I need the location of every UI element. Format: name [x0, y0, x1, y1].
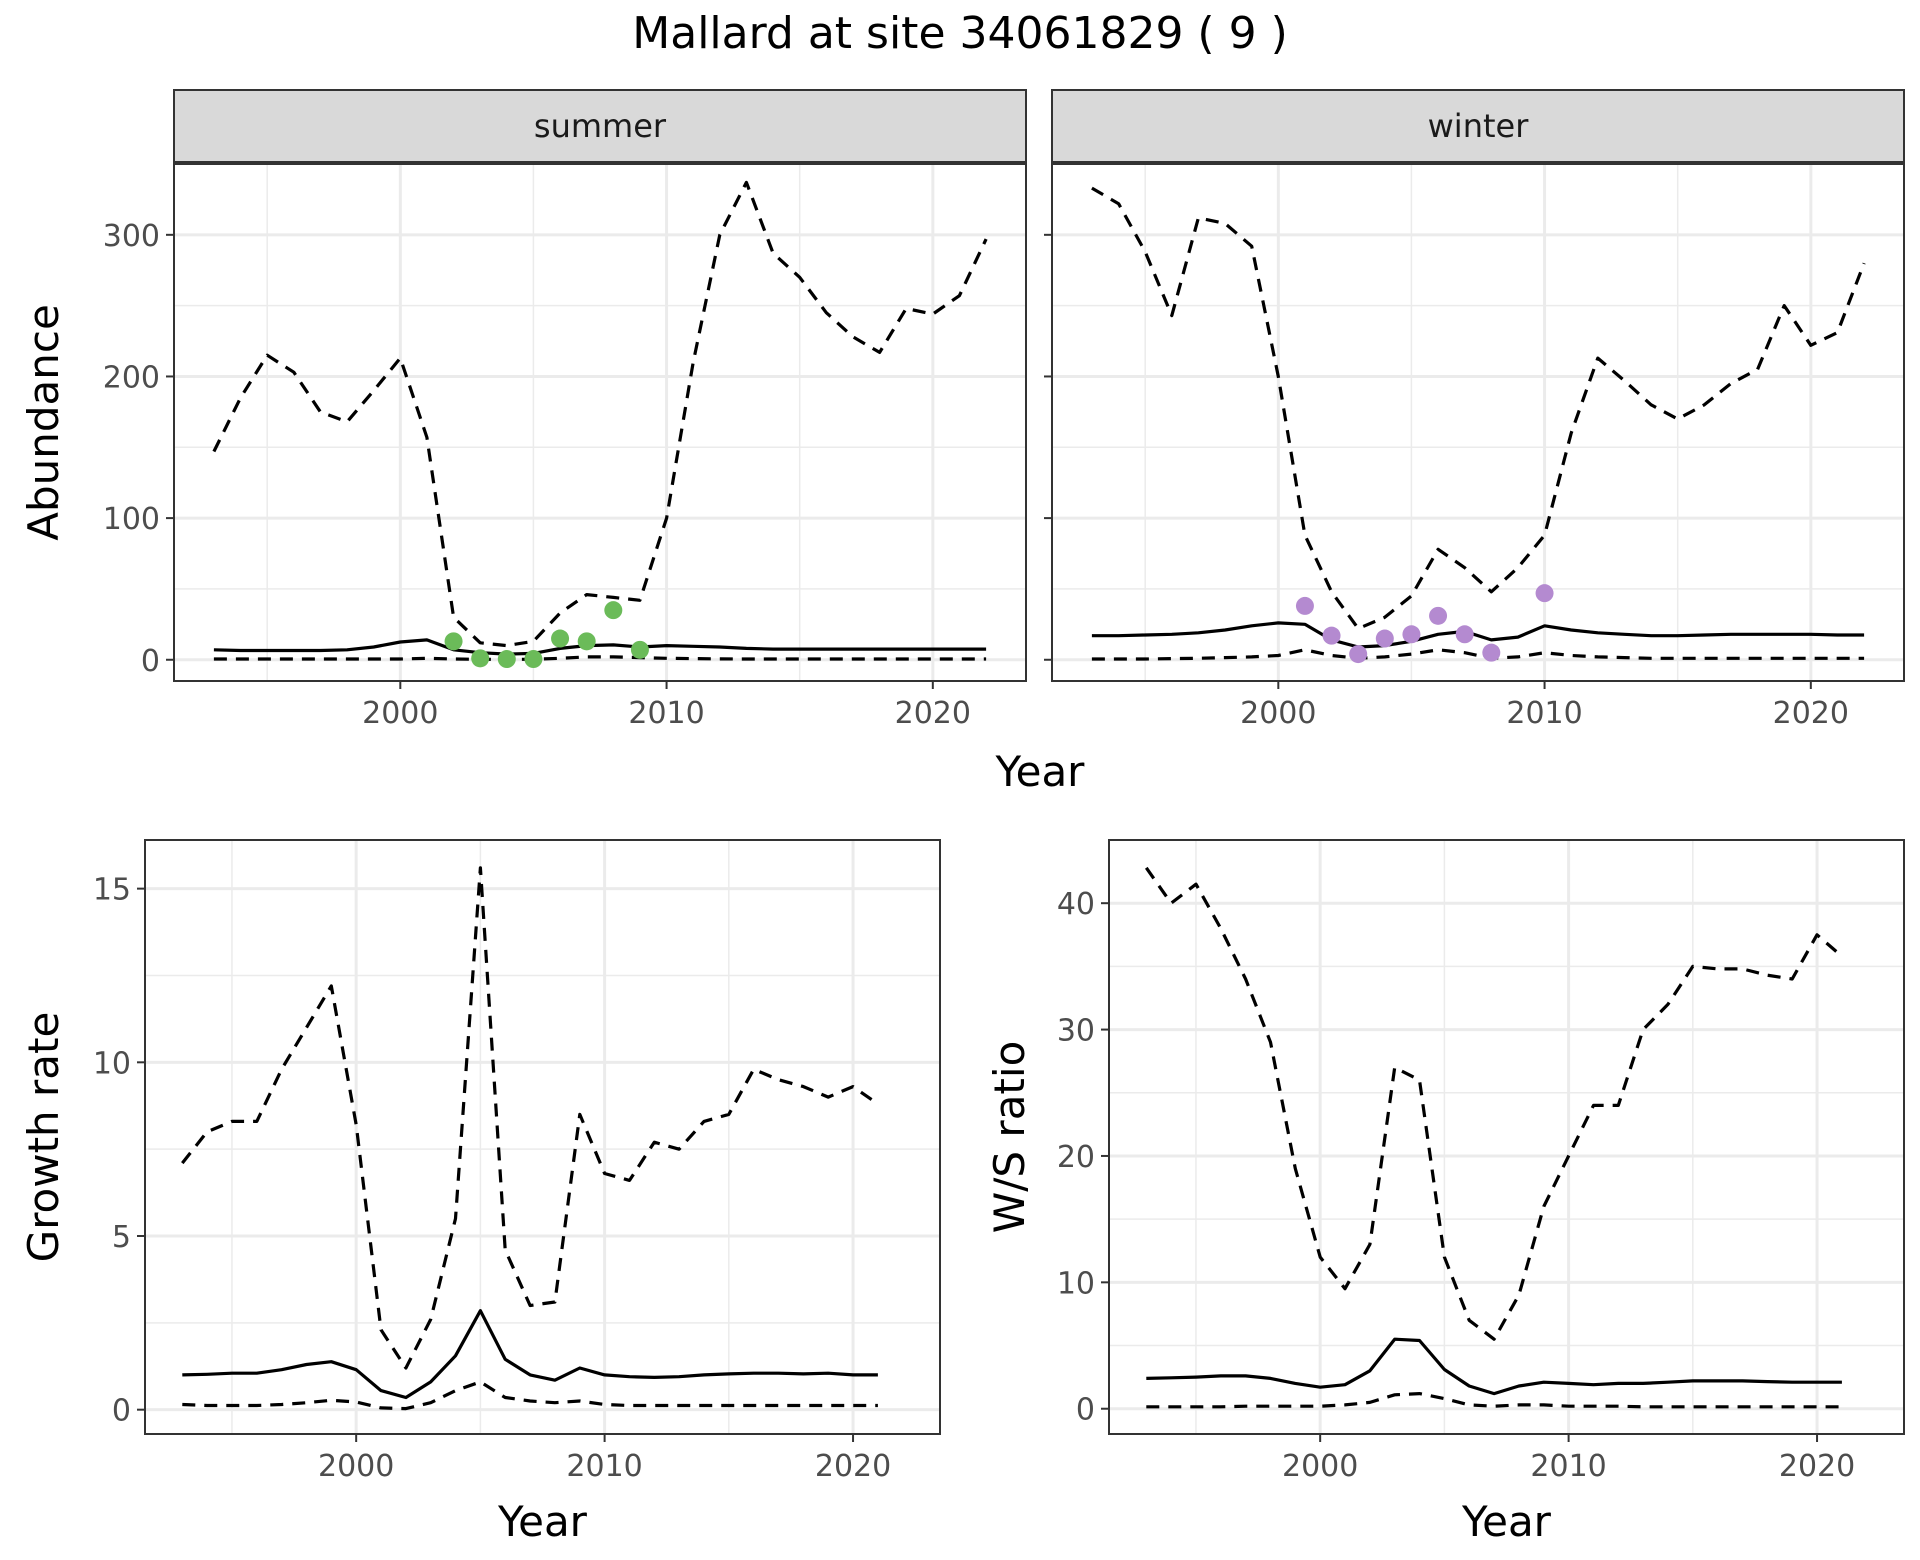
x-axis-title: Year — [497, 1497, 588, 1546]
data-point — [1349, 645, 1368, 664]
data-point — [577, 632, 596, 651]
x-tick-label: 2000 — [1240, 696, 1316, 731]
x-tick-label: 2000 — [1282, 1449, 1358, 1484]
y-tick-label: 15 — [93, 873, 131, 908]
y-tick-label: 100 — [103, 502, 160, 537]
y-axis-title: Growth rate — [19, 1012, 68, 1263]
data-point — [1482, 643, 1501, 662]
dashed-series-line-1 — [1091, 186, 1866, 631]
top-x-axis-title: Year — [995, 747, 1086, 796]
solid-series-line-0 — [182, 1309, 878, 1400]
y-tick-label: 0 — [112, 1394, 131, 1429]
data-point — [551, 629, 570, 648]
x-tick-label: 2000 — [318, 1449, 394, 1484]
figure-title: Mallard at site 34061829 ( 9 ) — [632, 8, 1287, 59]
solid-series-line-0 — [213, 638, 987, 656]
panel-background — [174, 164, 1026, 681]
panel-background — [1109, 840, 1904, 1434]
y-tick-label: 30 — [1057, 1014, 1095, 1049]
solid-series-line-0 — [1091, 621, 1865, 649]
dashed-series-line-2 — [1091, 648, 1865, 661]
dashed-series-line-1 — [181, 866, 879, 1370]
data-point — [1402, 625, 1421, 644]
y-tick-label: 20 — [1057, 1140, 1095, 1175]
facet-strip — [1051, 89, 1905, 163]
y-tick-label: 10 — [93, 1046, 131, 1081]
data-point — [604, 601, 623, 620]
data-point — [1455, 625, 1474, 644]
facet-strip-label: winter — [1428, 107, 1530, 145]
y-tick-label: 40 — [1057, 887, 1095, 922]
x-tick-label: 2010 — [1530, 1449, 1606, 1484]
y-tick-label: 0 — [1076, 1393, 1095, 1428]
data-point — [1295, 596, 1314, 615]
y-tick-label: 5 — [112, 1220, 131, 1255]
x-tick-label: 2020 — [1773, 696, 1849, 731]
x-tick-label: 2010 — [566, 1449, 642, 1484]
dashed-series-line-1 — [1144, 866, 1843, 1341]
x-tick-label: 2000 — [362, 696, 438, 731]
panel-growth: 2000 2010 2020 0 5 10 15 Growth rate Year — [19, 839, 941, 1546]
data-point — [1322, 626, 1341, 645]
data-point — [471, 649, 490, 668]
panel-border — [173, 163, 1027, 682]
panel-ratio: 2000 2010 2020 0 10 20 30 40 W/S ratio Year — [985, 839, 1905, 1546]
data-point — [524, 650, 543, 669]
data-point — [1429, 606, 1448, 625]
panel-winter: winter 2000 2010 2020 — [1044, 89, 1905, 731]
y-tick-label: 200 — [103, 360, 160, 395]
x-tick-label: 2020 — [815, 1449, 891, 1484]
panel-border — [1051, 163, 1905, 682]
data-point — [630, 640, 649, 659]
y-tick-label: 10 — [1057, 1266, 1095, 1301]
panel-summer: summer 2000 2010 2020 0 100 200 300 Abundance — [19, 89, 1027, 731]
y-axis-title: Abundance — [19, 304, 68, 541]
x-tick-label: 2010 — [1506, 696, 1582, 731]
y-tick-label: 300 — [103, 219, 160, 254]
data-point — [497, 650, 516, 669]
y-axis-title: W/S ratio — [985, 1041, 1034, 1234]
dashed-series-line-2 — [1146, 1391, 1842, 1409]
facet-strip — [173, 89, 1027, 163]
dashed-series-line-1 — [212, 180, 988, 648]
x-axis-title: Year — [1461, 1497, 1552, 1546]
solid-series-line-0 — [1146, 1337, 1842, 1396]
panel-border — [144, 839, 941, 1435]
y-tick-label: 0 — [141, 644, 160, 679]
data-point — [444, 632, 463, 651]
dashed-series-line-2 — [213, 655, 987, 661]
panel-background — [1052, 164, 1904, 681]
facet-strip-label: summer — [534, 107, 667, 145]
panel-border — [1108, 839, 1905, 1435]
dashed-series-line-2 — [182, 1380, 878, 1411]
data-point — [1375, 629, 1394, 648]
x-tick-label: 2010 — [628, 696, 704, 731]
data-point — [1535, 584, 1554, 603]
panel-background — [145, 840, 940, 1434]
x-tick-label: 2020 — [1779, 1449, 1855, 1484]
x-tick-label: 2020 — [895, 696, 971, 731]
